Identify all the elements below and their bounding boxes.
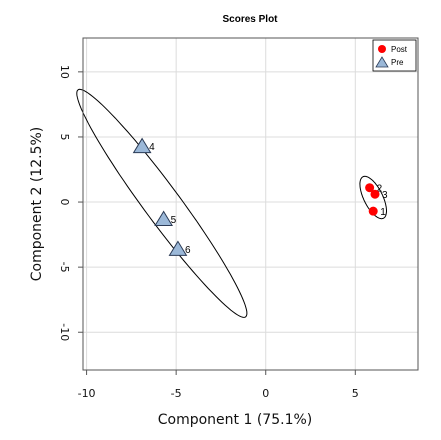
point-pre (132, 137, 152, 154)
legend: Post Pre (372, 39, 417, 72)
confidence-ellipses (76, 88, 387, 318)
legend-marker-pre (375, 56, 389, 68)
y-tick-label: -10 (58, 323, 71, 341)
y-axis-title: Component 2 (12.5%) (29, 127, 45, 282)
point-pre (168, 240, 188, 256)
ellipse-pre (76, 88, 248, 318)
x-tick-label: 5 (352, 387, 359, 400)
y-tick-label: 0 (58, 199, 71, 206)
x-tick-label: -5 (171, 387, 182, 400)
x-tick-label: -10 (78, 387, 96, 400)
y-tick-label: 5 (58, 133, 71, 140)
point-label: 5 (171, 215, 177, 226)
point-post (368, 206, 378, 216)
chart-title: Scores Plot (222, 14, 278, 25)
y-tick-label: -5 (58, 262, 71, 273)
point-post (370, 189, 380, 199)
grid (83, 38, 418, 370)
legend-label-post: Post (391, 45, 408, 54)
point-label: 2 (377, 184, 383, 195)
point-pre (154, 210, 174, 226)
point-label: 4 (149, 142, 155, 153)
x-tick-label: 0 (262, 387, 269, 400)
y-axis-ticks: 10 5 0 -5 -10 (58, 65, 83, 341)
x-axis-ticks: -10 -5 0 5 (78, 370, 359, 400)
y-tick-label: 10 (58, 65, 71, 79)
legend-label-pre: Pre (391, 58, 404, 67)
legend-marker-post (378, 45, 386, 53)
point-label: 1 (380, 207, 386, 218)
point-label: 6 (185, 245, 191, 256)
point-post (365, 183, 375, 193)
point-label: 3 (382, 190, 388, 201)
x-axis-title: Component 1 (75.1%) (158, 412, 313, 428)
plot-frame (82, 37, 419, 371)
